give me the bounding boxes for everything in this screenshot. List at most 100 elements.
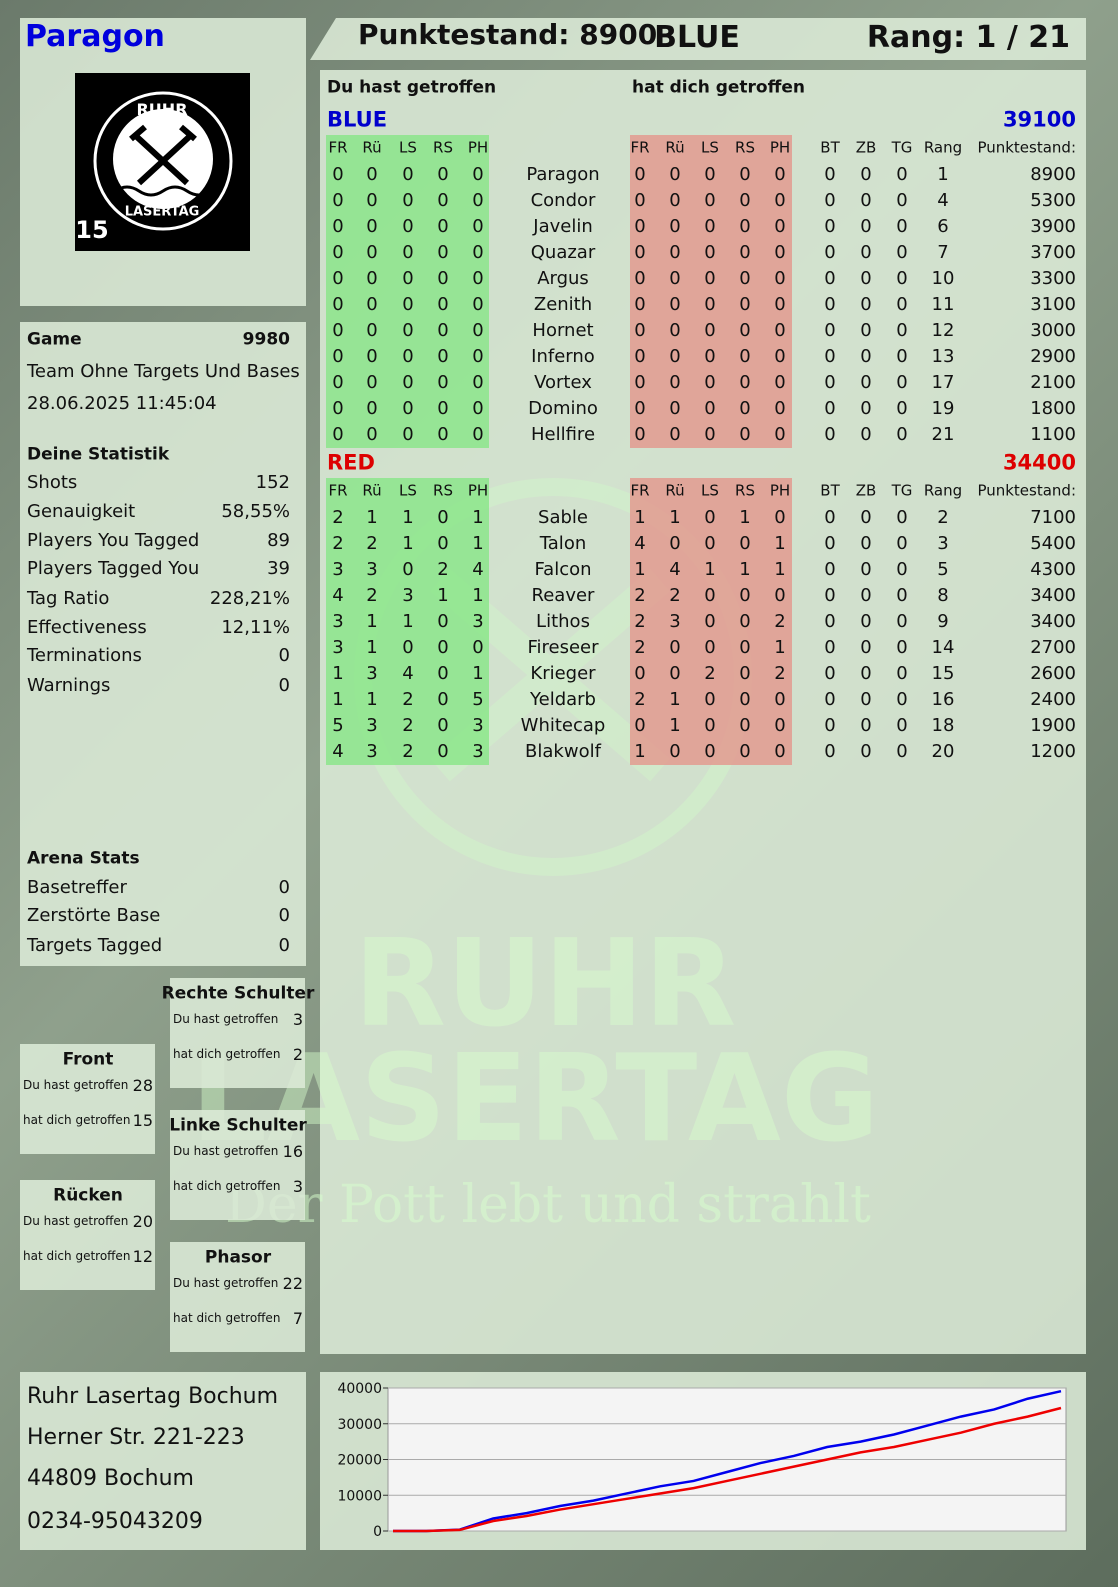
- column-header: Rü: [362, 138, 382, 157]
- hit-cell: 3: [332, 611, 344, 632]
- player-name: Lithos: [536, 611, 590, 632]
- zone-label: hat dich getroffen: [23, 1249, 131, 1263]
- address-line: 44809 Bochum: [27, 1466, 194, 1491]
- got-cell: 2: [704, 663, 716, 684]
- extra-cell: 14: [931, 637, 955, 658]
- stat-value: 228,21%: [209, 588, 290, 609]
- zone-value: 2: [292, 1045, 303, 1064]
- got-cell: 0: [739, 637, 751, 658]
- got-cell: 1: [634, 741, 646, 762]
- got-cell: 0: [704, 346, 716, 367]
- header-rank: Rang: 1 / 21: [866, 20, 1070, 55]
- hit-cell: 1: [402, 533, 414, 554]
- section-title: Deine Statistik: [27, 444, 170, 465]
- zone-label: hat dich getroffen: [173, 1047, 281, 1061]
- column-header: PH: [769, 138, 791, 157]
- column-header: Rang: [923, 481, 963, 500]
- extra-cell: 0: [824, 715, 836, 736]
- hit-cell: 0: [437, 637, 449, 658]
- extra-cell: 1200: [1030, 741, 1076, 762]
- extra-cell: 18: [931, 715, 955, 736]
- column-header: LS: [701, 138, 719, 157]
- player-name: Paragon: [25, 19, 165, 54]
- stat-value: 0: [278, 877, 290, 898]
- hit-cell: 0: [437, 507, 449, 528]
- player-name: Inferno: [531, 346, 595, 367]
- extra-cell: 0: [896, 190, 908, 211]
- player-name: Paragon: [526, 164, 600, 185]
- extra-cell: 0: [860, 689, 872, 710]
- hit-cell: 1: [472, 585, 484, 606]
- hit-block: [326, 135, 489, 448]
- hit-cell: 3: [472, 741, 484, 762]
- game-mode: Team Ohne Targets Und Bases: [27, 361, 300, 382]
- hit-cell: 0: [402, 268, 414, 289]
- got-cell: 0: [739, 533, 751, 554]
- hit-cell: 0: [332, 164, 344, 185]
- got-cell: 1: [634, 507, 646, 528]
- hit-block: [326, 478, 489, 765]
- zone-value: 28: [132, 1076, 153, 1095]
- hit-cell: 5: [472, 689, 484, 710]
- zone-label: Du hast getroffen: [173, 1012, 279, 1026]
- extra-cell: 0: [860, 216, 872, 237]
- address-line: Herner Str. 221-223: [27, 1425, 245, 1450]
- player-name: Reaver: [531, 585, 595, 606]
- hit-cell: 0: [402, 372, 414, 393]
- hit-cell: 0: [366, 320, 378, 341]
- hit-cell: 1: [402, 507, 414, 528]
- hit-cell: 0: [472, 268, 484, 289]
- extra-cell: 0: [896, 741, 908, 762]
- column-header: FR: [328, 481, 348, 500]
- player-name: Yeldarb: [530, 689, 596, 710]
- section-title: Arena Stats: [27, 848, 140, 869]
- got-cell: 0: [774, 715, 786, 736]
- got-cell: 0: [774, 164, 786, 185]
- got-cell: 0: [634, 216, 646, 237]
- got-cell: 0: [634, 268, 646, 289]
- hit-cell: 0: [366, 190, 378, 211]
- extra-cell: 0: [824, 372, 836, 393]
- got-cell: 0: [669, 398, 681, 419]
- hit-cell: 0: [437, 533, 449, 554]
- column-header: BT: [820, 138, 840, 157]
- got-cell: 0: [774, 320, 786, 341]
- hit-cell: 4: [472, 559, 484, 580]
- column-header: Rü: [665, 138, 685, 157]
- extra-cell: 0: [896, 611, 908, 632]
- extra-cell: 0: [896, 559, 908, 580]
- got-cell: 0: [739, 398, 751, 419]
- zone-label: Du hast getroffen: [173, 1144, 279, 1158]
- zone-value: 7: [292, 1309, 303, 1328]
- got-cell: 0: [669, 741, 681, 762]
- column-header: RS: [735, 481, 755, 500]
- hit-cell: 0: [472, 372, 484, 393]
- got-cell: 0: [704, 741, 716, 762]
- hit-cell: 2: [402, 689, 414, 710]
- column-header: LS: [701, 481, 719, 500]
- extra-cell: 0: [824, 663, 836, 684]
- extra-cell: 0: [860, 663, 872, 684]
- hit-cell: 1: [402, 611, 414, 632]
- got-cell: 4: [669, 559, 681, 580]
- table-heading: Du hast getroffen: [327, 77, 497, 98]
- hit-cell: 0: [437, 663, 449, 684]
- column-header: RS: [433, 481, 453, 500]
- zone-value: 15: [132, 1111, 153, 1130]
- got-cell: 0: [774, 424, 786, 445]
- extra-cell: 0: [860, 190, 872, 211]
- got-cell: 0: [634, 398, 646, 419]
- got-block: [630, 135, 792, 448]
- hit-cell: 0: [472, 424, 484, 445]
- got-cell: 0: [774, 585, 786, 606]
- extra-cell: 0: [824, 611, 836, 632]
- hit-cell: 0: [472, 346, 484, 367]
- team-name: RED: [327, 450, 375, 475]
- got-cell: 0: [704, 611, 716, 632]
- extra-cell: 10: [931, 268, 955, 289]
- extra-cell: 2400: [1030, 689, 1076, 710]
- hit-cell: 0: [366, 294, 378, 315]
- extra-cell: 0: [824, 507, 836, 528]
- zone-panel: [170, 1242, 305, 1352]
- stat-label: Targets Tagged: [27, 935, 163, 956]
